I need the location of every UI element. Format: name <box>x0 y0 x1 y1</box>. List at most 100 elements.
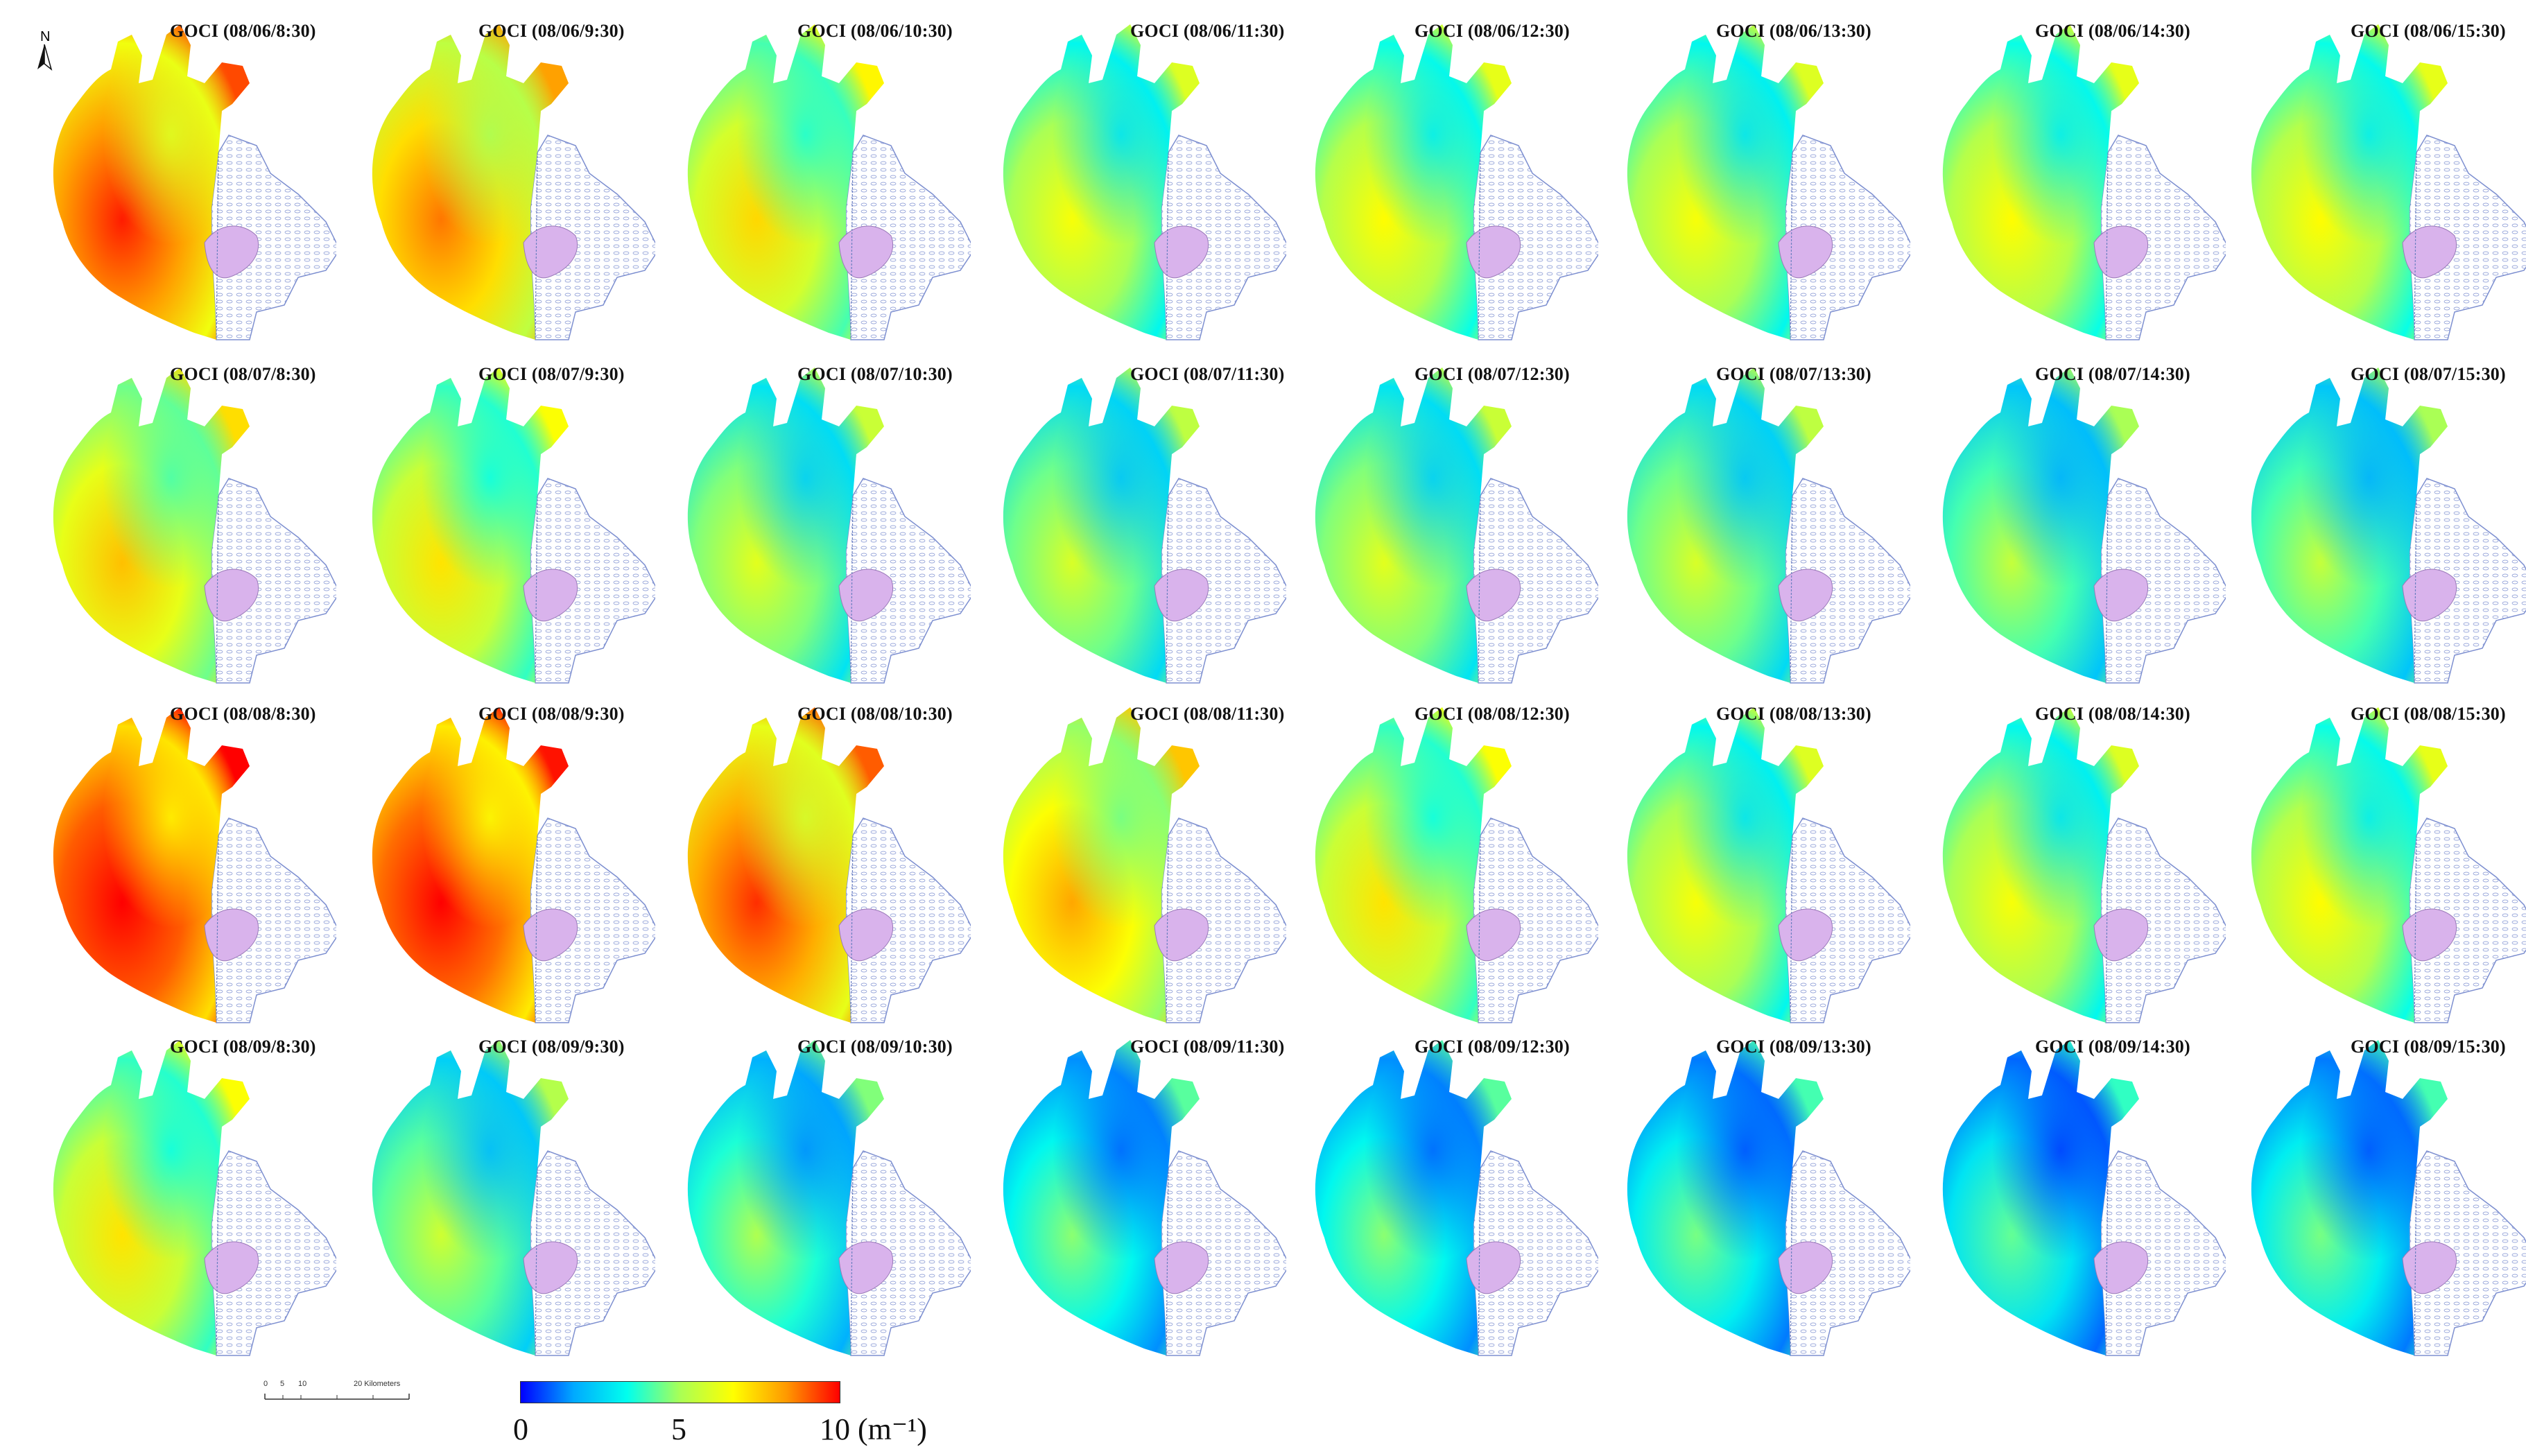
panel-label: GOCI (08/07/12:30) <box>1415 364 1570 384</box>
land-area <box>1778 569 1833 622</box>
panel-label: GOCI (08/06/12:30) <box>1415 21 1570 41</box>
water-overlay <box>687 367 884 683</box>
panel-label: GOCI (08/07/9:30) <box>478 364 625 384</box>
map-panel: GOCI (08/09/15:30) <box>2219 1030 2526 1369</box>
north-arrow: N <box>35 29 62 85</box>
boundary-line <box>535 1168 538 1356</box>
map-panel: GOCI (08/06/10:30) <box>655 14 971 354</box>
panel-label: GOCI (08/06/10:30) <box>797 21 953 41</box>
lake-map <box>372 24 655 340</box>
cutout-region <box>211 135 336 340</box>
colorbar-tick-mid: 5 <box>671 1412 686 1446</box>
map-panel: GOCI (08/09/10:30) <box>655 1030 971 1369</box>
map-panel: GOCI (08/06/15:30) <box>2219 14 2526 354</box>
boundary-line <box>216 495 219 684</box>
map-panel: GOCI (08/07/8:30) <box>21 357 336 697</box>
cutout-region <box>845 135 971 340</box>
cutout-region <box>1473 1150 1598 1356</box>
cutout-region <box>1161 817 1286 1023</box>
water-overlay <box>372 1040 569 1355</box>
water-overlay <box>1627 1040 1824 1355</box>
scale-tick-10: 10 <box>298 1380 307 1388</box>
panel-label: GOCI (08/07/13:30) <box>1716 364 1871 384</box>
lake-map <box>687 1040 971 1356</box>
cutout-region <box>211 817 336 1023</box>
land-area <box>1466 1241 1521 1294</box>
lake-map <box>53 1040 336 1356</box>
land-area <box>2093 569 2149 622</box>
panel-label: GOCI (08/08/10:30) <box>797 704 953 724</box>
boundary-line <box>2414 495 2417 684</box>
map-panel: GOCI (08/09/14:30) <box>1910 1030 2226 1369</box>
water-overlay <box>687 707 884 1023</box>
water-overlay <box>1942 707 2139 1023</box>
lake-map <box>1942 1040 2226 1356</box>
land-area <box>1778 225 1833 279</box>
land-area <box>2093 225 2149 279</box>
water-overlay <box>1315 707 1512 1023</box>
lake-map <box>53 367 336 684</box>
map-panel: GOCI (08/08/14:30) <box>1910 697 2226 1037</box>
cutout-region <box>1785 478 1910 684</box>
map-panel: GOCI (08/08/12:30) <box>1283 697 1598 1037</box>
map-panel: GOCI (08/06/12:30) <box>1283 14 1598 354</box>
cutout-region <box>530 478 655 684</box>
panel-label: GOCI (08/07/14:30) <box>2035 364 2190 384</box>
water-overlay <box>1003 367 1200 683</box>
boundary-line <box>850 495 854 684</box>
water-overlay <box>1942 367 2139 683</box>
cutout-region <box>2100 135 2226 340</box>
map-panel: GOCI (08/08/10:30) <box>655 697 971 1037</box>
panel-label: GOCI (08/08/14:30) <box>2035 704 2190 724</box>
boundary-line <box>1790 835 1793 1023</box>
cutout-region <box>530 817 655 1023</box>
lake-map <box>1942 367 2226 684</box>
map-panel: GOCI (08/07/12:30) <box>1283 357 1598 697</box>
land-area <box>2093 908 2149 962</box>
cutout-region <box>2100 817 2226 1023</box>
panel-label: GOCI (08/07/8:30) <box>170 364 316 384</box>
lake-map <box>687 367 971 684</box>
cutout-region <box>2409 817 2526 1023</box>
lake-map <box>1003 1040 1286 1356</box>
map-panel: GOCI (08/06/14:30) <box>1910 14 2226 354</box>
water-overlay <box>1627 24 1824 340</box>
cutout-region <box>530 135 655 340</box>
land-area <box>523 1241 578 1294</box>
water-overlay <box>1003 707 1200 1023</box>
colorbar-legend: 0 5 10 (m⁻¹) <box>513 1381 998 1450</box>
cutout-region <box>211 1150 336 1356</box>
cutout-region <box>530 1150 655 1356</box>
boundary-line <box>535 152 538 340</box>
map-panel: GOCI (08/07/14:30) <box>1910 357 2226 697</box>
map-panel: GOCI (08/06/13:30) <box>1595 14 1910 354</box>
water-overlay <box>1315 24 1512 340</box>
lake-map <box>1315 1040 1598 1356</box>
lake-map <box>53 707 336 1023</box>
land-area <box>204 569 259 622</box>
lake-map <box>1942 24 2226 340</box>
water-overlay <box>53 1040 250 1355</box>
water-overlay <box>1003 24 1200 340</box>
lake-map <box>1942 707 2226 1023</box>
lake-map <box>2251 1040 2526 1356</box>
boundary-line <box>1478 152 1481 340</box>
boundary-line <box>1790 1168 1793 1356</box>
lake-map <box>372 1040 655 1356</box>
panel-label: GOCI (08/08/13:30) <box>1716 704 1871 724</box>
map-panel: GOCI (08/09/8:30) <box>21 1030 336 1369</box>
map-panel: GOCI (08/08/13:30) <box>1595 697 1910 1037</box>
map-panel: GOCI (08/07/15:30) <box>2219 357 2526 697</box>
land-area <box>1466 569 1521 622</box>
cutout-region <box>1785 817 1910 1023</box>
map-panel: GOCI (08/07/10:30) <box>655 357 971 697</box>
boundary-line <box>850 152 854 340</box>
land-area <box>2402 908 2457 962</box>
land-area <box>523 908 578 962</box>
lake-map <box>1003 24 1286 340</box>
lake-map <box>1627 367 1910 684</box>
land-area <box>1778 1241 1833 1294</box>
boundary-line <box>1478 835 1481 1023</box>
scale-tick-0: 0 <box>263 1380 268 1388</box>
water-overlay <box>1942 24 2139 340</box>
